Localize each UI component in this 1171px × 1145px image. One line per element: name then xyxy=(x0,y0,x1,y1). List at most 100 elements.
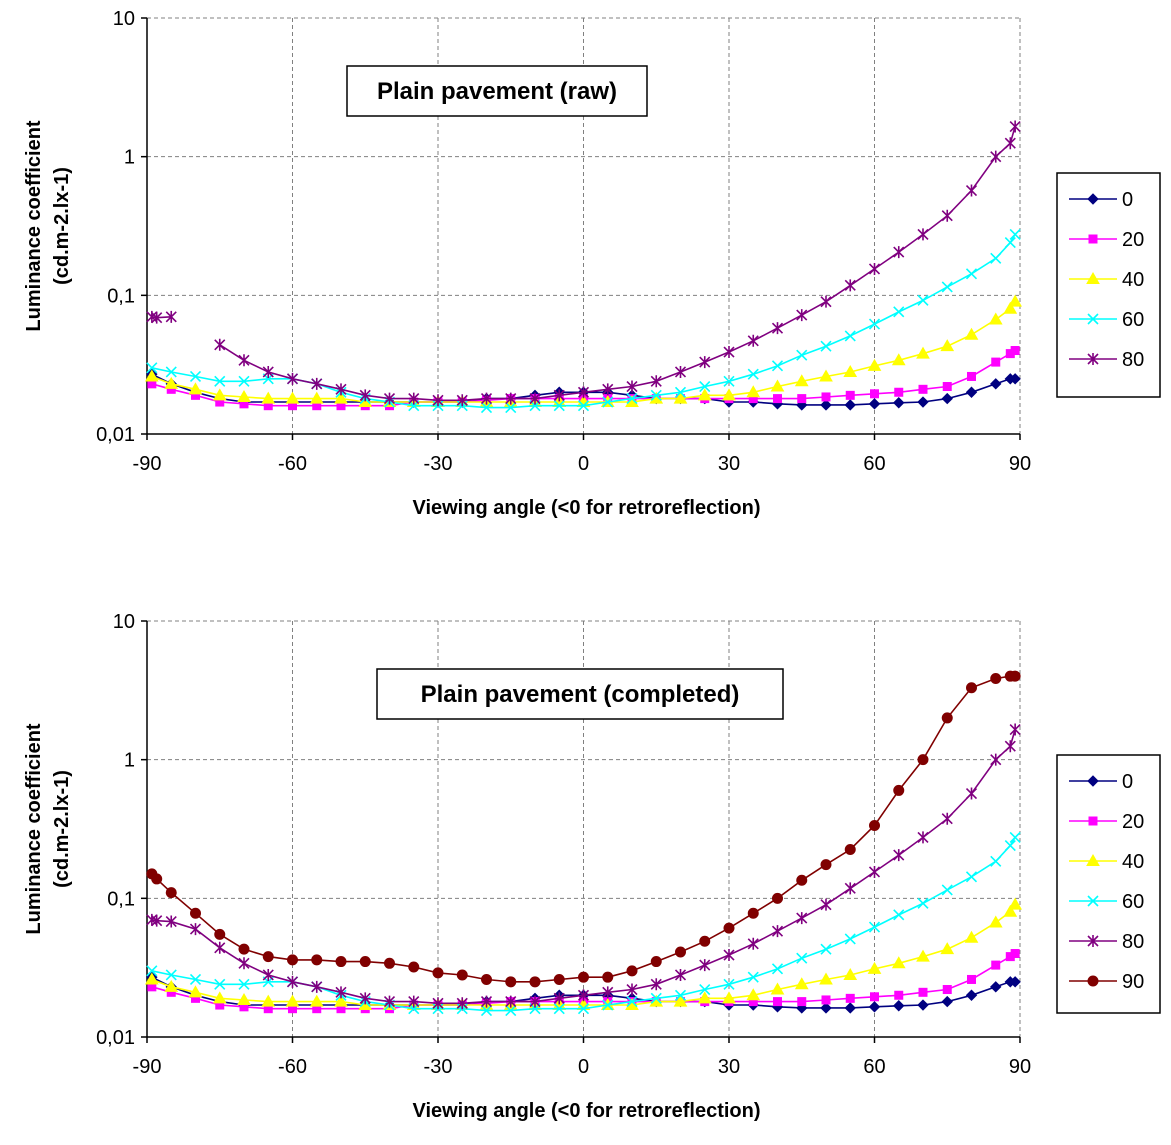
data-point-90 xyxy=(481,973,492,985)
data-point-40 xyxy=(988,915,1003,928)
data-point-0 xyxy=(941,995,953,1008)
data-point-60 xyxy=(941,884,953,896)
data-point-60 xyxy=(602,396,614,408)
data-point-90 xyxy=(262,951,274,963)
legend-marker-60 xyxy=(1087,313,1099,325)
data-point-60 xyxy=(214,978,226,990)
data-point-80 xyxy=(747,937,759,950)
data-point-80 xyxy=(189,923,202,936)
legend-label-80: 80 xyxy=(1122,931,1144,953)
data-point-40 xyxy=(285,994,300,1007)
legend-label-40: 40 xyxy=(1122,269,1144,291)
y-tick-label: 0,01 xyxy=(96,424,135,446)
data-point-80 xyxy=(771,322,784,335)
data-point-0 xyxy=(893,397,905,409)
data-point-80 xyxy=(262,968,274,981)
data-point-40 xyxy=(819,369,833,382)
data-point-40 xyxy=(916,949,930,962)
chart-title-box xyxy=(346,65,648,117)
data-point-90 xyxy=(505,976,517,988)
data-point-20 xyxy=(918,987,928,997)
legend-marker-40 xyxy=(1086,853,1100,866)
data-point-20 xyxy=(894,387,904,397)
data-point-60 xyxy=(602,999,614,1011)
data-point-40 xyxy=(940,339,955,352)
data-point-40 xyxy=(964,930,979,943)
data-point-20 xyxy=(773,997,782,1007)
data-point-40 xyxy=(261,391,276,404)
legend-marker-80 xyxy=(1087,935,1099,947)
data-point-80 xyxy=(699,356,711,369)
y-axis-title-line-1: Luminance coefficient xyxy=(23,723,45,934)
data-point-40 xyxy=(309,994,324,1007)
data-point-80 xyxy=(868,865,881,878)
series-80 xyxy=(146,723,1021,1010)
data-point-60 xyxy=(674,386,687,398)
data-point-20 xyxy=(845,993,855,1003)
data-point-0 xyxy=(965,989,978,1001)
data-point-80 xyxy=(335,383,347,396)
data-point-80 xyxy=(674,365,687,378)
data-point-80 xyxy=(359,389,371,402)
data-point-90 xyxy=(772,892,783,904)
data-point-60 xyxy=(723,375,735,387)
y-tick-label: 10 xyxy=(113,611,135,633)
data-point-20 xyxy=(821,392,831,402)
data-point-80 xyxy=(383,392,396,405)
data-point-40 xyxy=(144,972,159,985)
legend-marker-80 xyxy=(1087,353,1099,365)
legend-label-90: 90 xyxy=(1122,971,1144,993)
data-point-60 xyxy=(650,389,662,401)
data-point-80 xyxy=(262,365,274,378)
data-point-40 xyxy=(867,961,882,974)
data-point-60 xyxy=(553,400,565,412)
data-point-80 xyxy=(699,959,711,972)
data-point-60 xyxy=(771,963,784,975)
data-point-80 xyxy=(408,995,420,1008)
legend-marker-20 xyxy=(1088,234,1098,244)
data-point-60 xyxy=(965,268,978,280)
data-point-20 xyxy=(894,990,904,1000)
legend-marker-60 xyxy=(1087,895,1099,907)
x-tick-label: -60 xyxy=(278,1056,307,1078)
y-tick-label: 0,01 xyxy=(96,1027,135,1049)
data-point-20 xyxy=(1010,949,1020,959)
data-point-60 xyxy=(146,965,158,977)
data-point-80 xyxy=(990,150,1002,163)
data-point-60 xyxy=(553,1003,565,1015)
data-point-90 xyxy=(675,946,686,958)
data-point-0 xyxy=(1009,976,1021,988)
data-point-80 xyxy=(214,941,226,954)
data-point-80 xyxy=(1004,137,1016,150)
legend-marker-90 xyxy=(1087,975,1099,987)
data-point-40 xyxy=(212,388,227,401)
data-point-80 xyxy=(723,346,735,359)
data-point-90 xyxy=(578,971,589,983)
data-point-60 xyxy=(1009,228,1021,240)
data-point-60 xyxy=(165,969,177,981)
data-point-80 xyxy=(432,394,444,407)
legend: 0 20 40 60 80 xyxy=(1056,172,1161,398)
data-point-60 xyxy=(990,855,1002,867)
x-tick-label: 60 xyxy=(863,453,885,475)
data-point-90 xyxy=(941,712,953,724)
legend-label-60: 60 xyxy=(1122,309,1144,331)
data-point-0 xyxy=(868,398,881,410)
x-tick-label: 30 xyxy=(718,453,740,475)
data-point-80 xyxy=(723,949,735,962)
data-point-80 xyxy=(151,914,163,927)
data-point-80 xyxy=(990,753,1002,766)
legend-label-0: 0 xyxy=(1122,189,1133,211)
data-point-90 xyxy=(820,859,832,871)
data-point-90 xyxy=(966,682,977,694)
legend-label-60: 60 xyxy=(1122,891,1144,913)
data-point-90 xyxy=(796,874,808,886)
data-point-20 xyxy=(870,992,879,1002)
data-point-40 xyxy=(964,327,979,340)
data-point-40 xyxy=(164,376,179,389)
legend: 0 20 40 60 80 90 xyxy=(1056,754,1161,1014)
data-point-20 xyxy=(845,390,855,400)
data-point-60 xyxy=(577,400,590,412)
data-point-80 xyxy=(553,389,565,402)
data-point-90 xyxy=(869,820,880,832)
